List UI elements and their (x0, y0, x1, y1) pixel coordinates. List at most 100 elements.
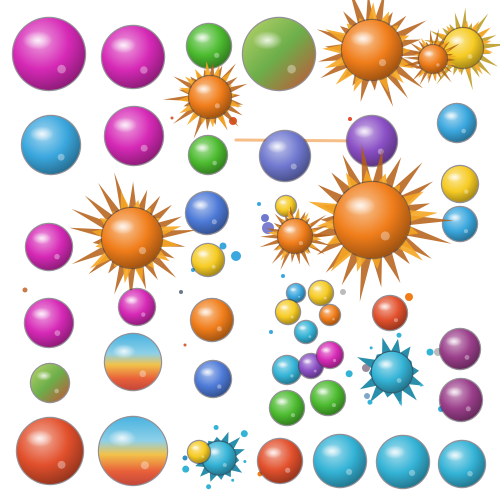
orb-sprite (274, 194, 298, 218)
orb-body (188, 441, 210, 463)
orb-body (243, 18, 315, 90)
orb-body (191, 299, 233, 341)
orb-body (419, 45, 447, 73)
orb-sprite (437, 439, 487, 489)
orb-reflection (290, 374, 294, 378)
splatter-dot (22, 287, 28, 293)
orb-sprite (258, 129, 312, 183)
splatter-dot (362, 364, 370, 372)
orb-reflection (54, 388, 59, 394)
orb-body (192, 244, 224, 276)
splat-droplet (419, 383, 423, 387)
splash-orb-sprite (345, 332, 434, 407)
orb-body (102, 208, 162, 268)
orb-reflection (211, 264, 216, 269)
orb-body (276, 300, 300, 324)
orb-reflection (380, 231, 390, 241)
orb-reflection (436, 63, 440, 67)
orb-highlight (266, 140, 288, 153)
orb-reflection (464, 355, 470, 360)
orb-highlight (343, 195, 376, 216)
splat-droplet (426, 348, 434, 356)
orb-body (440, 379, 482, 421)
orb-body (105, 334, 161, 390)
splat-droplet (206, 484, 212, 490)
orb-reflection (214, 103, 220, 109)
orb-highlight (109, 218, 135, 235)
orb-body (314, 435, 366, 487)
orb-reflection (140, 461, 149, 470)
orb-reflection (141, 312, 146, 317)
orb-highlight (194, 83, 213, 95)
orb-sprite (97, 415, 169, 487)
explosion-sprite (69, 172, 197, 302)
orb-highlight (320, 444, 343, 458)
splatter-dot-layer (22, 116, 444, 477)
splatter-dot (179, 290, 183, 294)
orb-highlight (199, 367, 215, 377)
orb-highlight (110, 37, 137, 54)
orb-reflection (138, 247, 147, 255)
orb-reflection (393, 318, 398, 323)
splatter-dot (364, 393, 370, 399)
orb-reflection (377, 148, 384, 155)
orb-highlight (192, 31, 212, 44)
orb-reflection (332, 318, 335, 321)
orb-highlight (193, 142, 210, 153)
orb-sprite (438, 377, 484, 423)
orb-body (260, 131, 310, 181)
orb-reflection (461, 128, 466, 134)
splatter-dot (219, 242, 227, 250)
orb-body (22, 116, 80, 174)
orb-body (189, 136, 227, 174)
orb-highlight (190, 444, 201, 451)
orb-sprite (436, 102, 478, 144)
splatter-dot (269, 330, 273, 334)
orb-reflection (298, 241, 303, 246)
splatter-dot (170, 116, 174, 120)
orb-highlight (278, 199, 287, 205)
orb-body (189, 76, 231, 118)
orb-reflection (287, 64, 296, 74)
orb-sprite (29, 362, 71, 404)
orb-highlight (444, 449, 465, 462)
orb-highlight (315, 387, 330, 396)
orb-body (311, 381, 345, 415)
orb-sprite (256, 437, 304, 485)
splat-droplet (367, 399, 373, 405)
orb-sprite (100, 24, 166, 90)
orb-body (320, 305, 340, 325)
orb-body (317, 342, 343, 368)
orb-body (258, 439, 302, 483)
orb-highlight (112, 117, 137, 133)
orb-reflection (408, 469, 416, 477)
orb-reflection (313, 369, 317, 373)
orb-sprite (293, 319, 319, 345)
explosion-sprite (162, 61, 248, 139)
orb-highlight (274, 397, 289, 406)
orb-sprite (268, 389, 306, 427)
orb-sprite (193, 359, 233, 399)
orb-reflection (216, 326, 222, 332)
explosion-sprite (420, 7, 500, 91)
orb-sprite (438, 327, 482, 371)
orb-body (276, 196, 296, 216)
orb-reflection (467, 470, 473, 477)
orb-body (105, 107, 163, 165)
orb-highlight (448, 35, 465, 46)
orb-highlight (263, 446, 283, 459)
orb-highlight (322, 308, 331, 314)
orb-sprite (15, 416, 85, 486)
orb-highlight (25, 429, 54, 448)
orb-sprite (187, 134, 229, 176)
orb-reflection (323, 296, 327, 300)
orb-body (373, 296, 407, 330)
splat-droplet (213, 425, 219, 431)
orb-body (187, 24, 231, 68)
splat-droplet (240, 430, 248, 438)
orb-body (443, 207, 477, 241)
orb-sprite (103, 105, 165, 167)
splat-droplet (396, 332, 402, 338)
orb-highlight (29, 126, 54, 142)
